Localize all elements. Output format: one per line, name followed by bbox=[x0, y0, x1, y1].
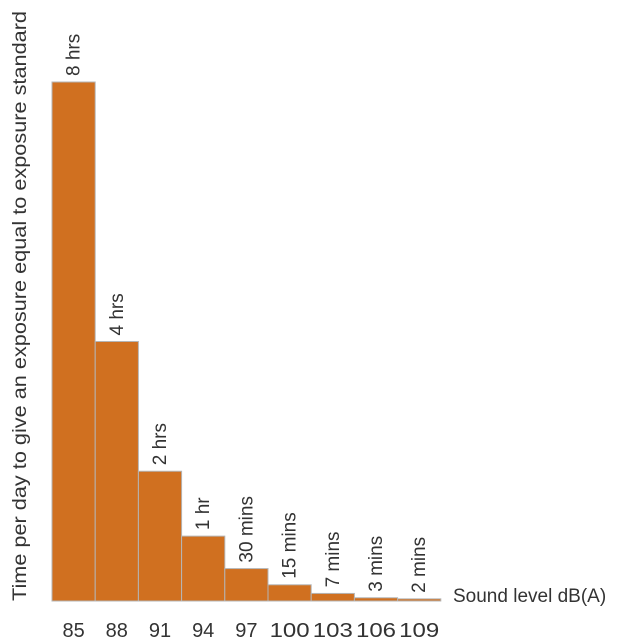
bar-100 bbox=[267, 584, 312, 602]
y-axis-label: Time per day to give an exposure equal t… bbox=[10, 11, 31, 601]
bar-94 bbox=[181, 535, 226, 602]
bar-data-label-97: 30 mins bbox=[236, 496, 257, 563]
bar-103 bbox=[310, 592, 355, 602]
x-tick-label-106: 106 bbox=[356, 620, 396, 641]
x-tick-labels-group: 85 88 91 94 97 100 103 106 109 bbox=[62, 620, 439, 641]
bar-data-label-106: 3 mins bbox=[366, 536, 387, 592]
x-axis-label: Sound level dB(A) bbox=[453, 586, 606, 607]
bar-data-label-85: 8 hrs bbox=[64, 34, 85, 76]
x-tick-label-103: 103 bbox=[313, 620, 353, 641]
bar-88 bbox=[94, 341, 139, 602]
bar-data-label-100: 15 mins bbox=[280, 512, 301, 579]
x-tick-label-88: 88 bbox=[106, 620, 128, 641]
bar-data-label-109: 2 mins bbox=[409, 537, 430, 593]
bar-data-label-88: 4 hrs bbox=[107, 293, 128, 335]
bar-85 bbox=[51, 81, 96, 602]
bars-group bbox=[51, 81, 442, 602]
x-tick-label-85: 85 bbox=[62, 620, 84, 641]
x-tick-label-109: 109 bbox=[399, 620, 439, 641]
x-tick-label-97: 97 bbox=[235, 620, 257, 641]
x-tick-label-94: 94 bbox=[192, 620, 214, 641]
x-tick-label-91: 91 bbox=[149, 620, 171, 641]
bar-97 bbox=[224, 568, 269, 602]
bar-data-label-91: 2 hrs bbox=[150, 423, 171, 465]
x-tick-label-100: 100 bbox=[270, 620, 310, 641]
bar-data-label-94: 1 hr bbox=[193, 497, 214, 530]
bar-labels-group: 8 hrs 4 hrs 2 hrs 1 hr 30 mins 15 mins 7 mins 3… bbox=[64, 34, 431, 593]
bar-data-label-103: 7 mins bbox=[323, 531, 344, 587]
bar-91 bbox=[137, 470, 183, 602]
